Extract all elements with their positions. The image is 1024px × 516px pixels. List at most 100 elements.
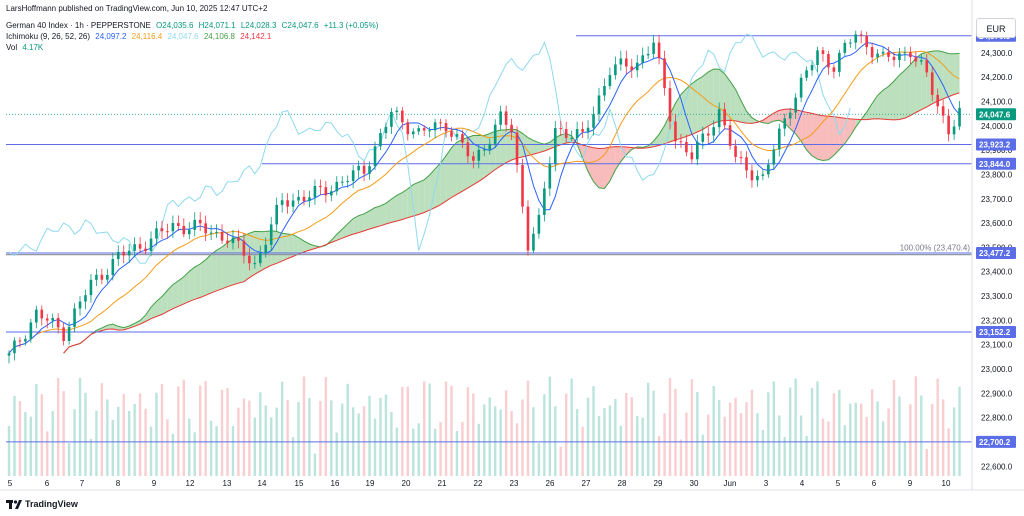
- volume-bar: [849, 403, 852, 476]
- candle-body: [302, 196, 306, 202]
- candle-body: [652, 42, 655, 54]
- candle-body: [373, 146, 377, 167]
- volume-bar: [56, 377, 60, 476]
- x-tick-label: 19: [366, 479, 375, 488]
- volume-bar: [286, 399, 289, 476]
- candle-body: [280, 200, 284, 205]
- volume-bar: [160, 384, 164, 476]
- volume-bar: [941, 399, 945, 476]
- currency-button[interactable]: EUR: [976, 18, 1016, 38]
- volume-bar: [668, 378, 672, 476]
- y-tick-label: 22,600.0: [981, 462, 1013, 471]
- price-label-box: [976, 326, 1016, 339]
- price-axis: 24,400.024,300.024,200.024,100.024,000.0…: [971, 0, 1013, 490]
- candle-body: [335, 181, 339, 192]
- x-tick-label: 15: [295, 479, 304, 488]
- cloud-segment: [418, 179, 425, 215]
- volume-bar: [384, 394, 388, 476]
- volume-bar: [259, 392, 262, 476]
- cloud-segment: [495, 130, 501, 170]
- cloud-segment: [118, 326, 124, 331]
- cloud-segment: [812, 113, 818, 160]
- volume-bar: [493, 406, 497, 476]
- candle-body: [925, 60, 929, 73]
- cloud-segment: [358, 213, 365, 233]
- cloud-segment: [604, 147, 610, 189]
- candle-body: [450, 131, 453, 137]
- candle-body: [215, 231, 218, 233]
- candle-body: [368, 166, 371, 174]
- volume-bar: [264, 405, 267, 476]
- ichimoku-lines: [8, 33, 960, 354]
- volume-bar: [357, 413, 360, 476]
- price-label-box: [976, 157, 1016, 170]
- candle-body: [499, 111, 502, 125]
- cloud-segment: [385, 199, 392, 225]
- cloud-segment: [713, 68, 720, 124]
- candle-body: [679, 141, 683, 143]
- cloud-segment: [735, 89, 742, 123]
- volume-bar: [843, 425, 847, 476]
- candle-body: [919, 60, 923, 62]
- tenkan-value: 24,097.2: [95, 32, 127, 41]
- price-label-box: [976, 108, 1016, 121]
- candle-body: [401, 110, 404, 123]
- cloud-segment: [298, 237, 304, 255]
- cloud-segment: [435, 163, 441, 208]
- volume-bar: [641, 417, 644, 476]
- candle-body: [958, 107, 961, 127]
- cloud-segment: [686, 83, 692, 137]
- price-label-box: [976, 246, 1016, 259]
- cloud-segment: [866, 103, 873, 120]
- candle-body: [772, 149, 776, 165]
- candle-body: [559, 128, 563, 130]
- volume-bar: [220, 389, 224, 476]
- x-tick-label: 4: [800, 479, 805, 488]
- ichimoku-legend[interactable]: Ichimoku (9, 26, 52, 26) 24,097.2 24,116…: [6, 32, 274, 41]
- cloud-segment: [921, 52, 927, 110]
- candle-body: [340, 181, 344, 183]
- x-tick-label: 5: [8, 479, 13, 488]
- candle-body: [428, 130, 431, 132]
- cloud-segment: [391, 195, 397, 223]
- volume-bar: [685, 412, 688, 476]
- volume-bar: [84, 392, 87, 476]
- volume-bar: [559, 446, 562, 476]
- volume-bar: [914, 376, 918, 476]
- volume-bar: [433, 428, 437, 476]
- candle-body: [313, 185, 317, 198]
- symbol-legend[interactable]: German 40 Index · 1h · PEPPERSTONE O24,0…: [6, 21, 381, 30]
- candle-body: [106, 274, 109, 280]
- volume-bar: [854, 402, 857, 476]
- volume-bar: [920, 395, 923, 476]
- volume-bar: [193, 432, 196, 476]
- volume-bar: [696, 391, 699, 476]
- candle-body: [155, 228, 158, 239]
- volume-bar: [865, 416, 868, 476]
- volume-bar: [903, 441, 907, 476]
- cloud-segment: [828, 116, 834, 160]
- cloud-segment: [353, 215, 359, 235]
- kijun-line: [8, 50, 960, 354]
- candle-body: [750, 170, 754, 181]
- volume-bar: [78, 377, 82, 476]
- high-value: H24,071.1: [198, 21, 236, 30]
- volume-bar: [788, 387, 792, 476]
- cloud-segment: [194, 264, 201, 300]
- candle-body: [144, 248, 147, 252]
- volume-bar: [778, 415, 781, 476]
- candle-body: [286, 200, 289, 207]
- volume-bar: [133, 403, 136, 476]
- volume-label: Vol: [6, 43, 18, 52]
- candle-body: [745, 157, 748, 171]
- volume-legend[interactable]: Vol 4.17K: [6, 43, 46, 52]
- candle-body: [898, 53, 901, 60]
- open-value: O24,035.6: [156, 21, 194, 30]
- price-label-text: 22,700.2: [979, 438, 1011, 447]
- volume-bar: [614, 399, 617, 476]
- volume-bar: [215, 426, 218, 476]
- cloud-segment: [582, 144, 589, 172]
- cloud-segment: [440, 155, 447, 205]
- volume-bar: [406, 386, 409, 476]
